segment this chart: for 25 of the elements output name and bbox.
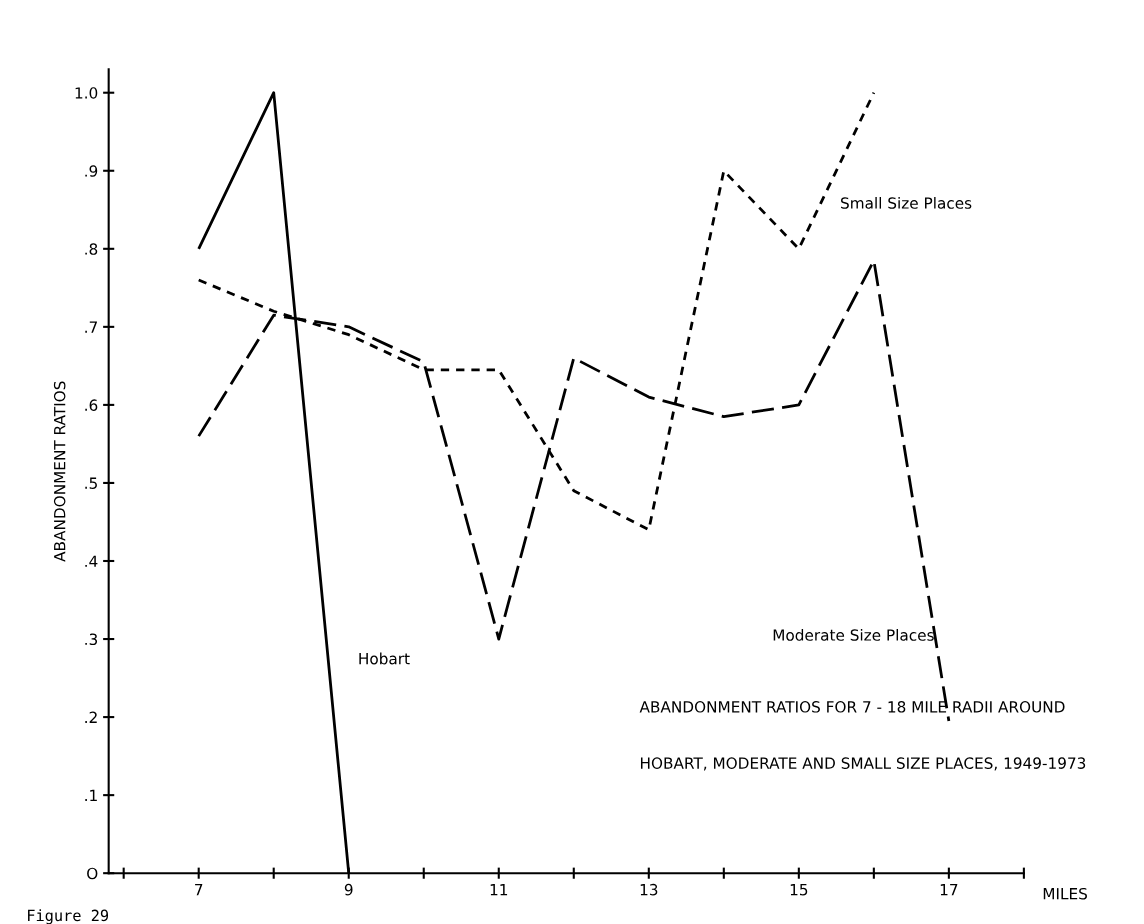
- y-tick-label: .4: [85, 555, 98, 567]
- x-axis-title: MILES: [1043, 887, 1087, 900]
- y-tick-label: .2: [85, 711, 97, 723]
- y-tick-label: .9: [85, 165, 98, 177]
- x-tick-label: 15: [790, 884, 808, 896]
- x-tick-label: 11: [490, 884, 508, 896]
- x-tick-label: 13: [640, 883, 658, 896]
- y-tick-label: .1: [85, 789, 97, 801]
- y-tick-label: .6: [85, 399, 98, 411]
- text: Hobart: [359, 652, 410, 665]
- y-tick-label: .3: [85, 633, 98, 646]
- y-axis-title: ABANDONMENT RATIOS: [53, 381, 66, 562]
- series-label: Small Size Places: [841, 197, 972, 209]
- annotation: HOBART, MODERATE AND SMALL SIZE PLACES, 1949-1973: [641, 757, 1086, 771]
- series-label: Moderate Size Places: [773, 628, 934, 641]
- y-tick-label: .8: [85, 243, 98, 255]
- y-tick-label: O: [87, 867, 98, 880]
- annotation: ABANDONMENT RATIOS FOR 7 - 18 MILE RADII AROUND: [639, 701, 1065, 713]
- x-tick-label: 17: [940, 884, 958, 896]
- y-tick-label: .5: [85, 477, 97, 489]
- y-tick-label: 1.0: [75, 87, 98, 99]
- x-tick-label: 7: [195, 884, 203, 896]
- x-tick-label: 9: [344, 883, 353, 896]
- caption: Figure 29: [28, 909, 109, 924]
- y-tick-label: .7: [85, 321, 97, 333]
